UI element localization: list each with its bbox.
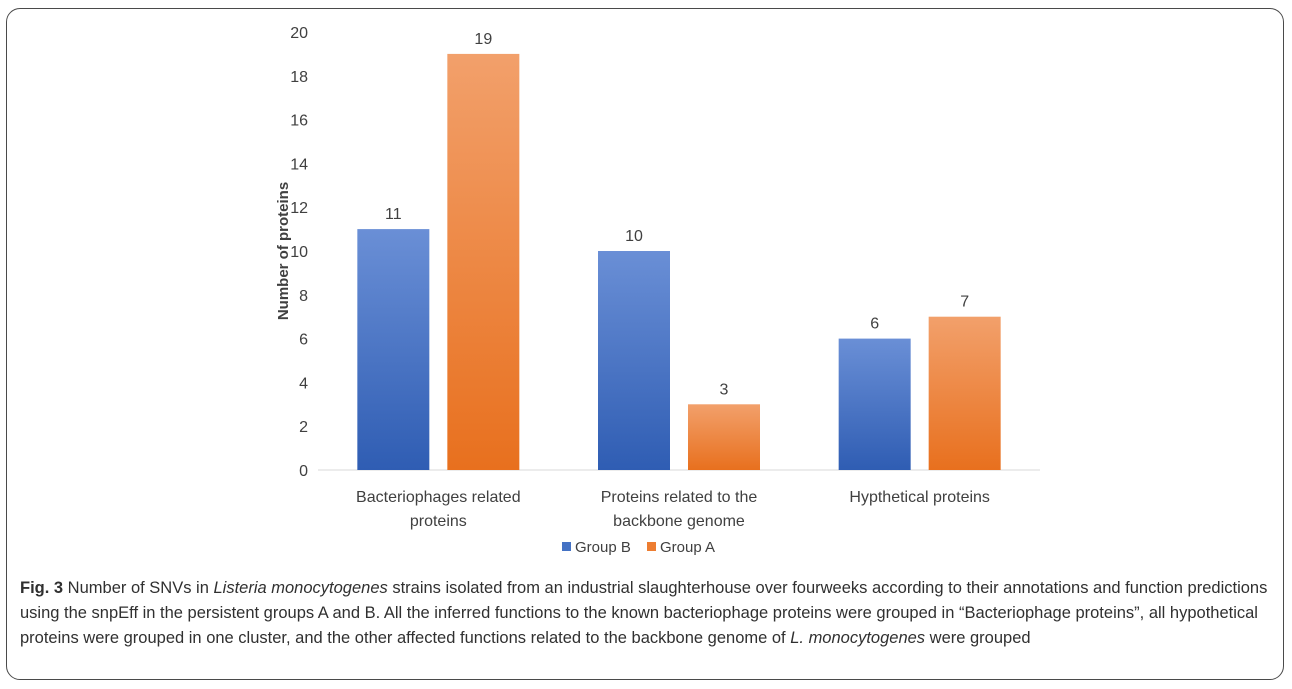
y-tick-label: 2: [299, 419, 308, 436]
legend: Group B Group A: [562, 539, 715, 556]
y-tick-label: 10: [290, 244, 308, 261]
category-labels: Bacteriophages related proteins Proteins r…: [356, 489, 990, 530]
caption-segment: Number of SNVs in: [63, 579, 214, 597]
y-axis-title: Number of proteins: [275, 182, 292, 320]
y-tick-label: 6: [299, 332, 308, 349]
data-labels: 11 19 10 3 6 7: [385, 31, 969, 398]
bar-group-a: [447, 53, 520, 471]
y-tick-label: 4: [299, 375, 308, 392]
figure-caption: Fig. 3 Number of SNVs in Listeria monocy…: [20, 576, 1270, 651]
x-category-label: proteins: [410, 513, 467, 530]
data-label: 7: [960, 294, 969, 311]
figure-label: Fig. 3: [20, 579, 64, 597]
y-axis-ticks: 0 2 4 6 8 10 12 14 16 18 20: [290, 25, 308, 480]
y-tick-label: 20: [290, 25, 308, 42]
bar-group-b: [598, 251, 670, 470]
legend-label: Group A: [660, 539, 715, 556]
y-tick-label: 12: [290, 200, 308, 217]
caption-segment: were grouped: [925, 629, 1031, 647]
x-category-label: Proteins related to the: [601, 489, 758, 506]
figure-frame: [6, 8, 1284, 680]
y-tick-label: 14: [290, 156, 308, 173]
x-category-label: Bacteriophages related: [356, 489, 521, 506]
data-label: 3: [720, 381, 729, 398]
y-tick-label: 8: [299, 288, 308, 305]
legend-swatch-group-b: [562, 542, 571, 551]
y-tick-label: 18: [290, 69, 308, 86]
data-label: 11: [385, 206, 402, 223]
data-label: 19: [474, 31, 492, 48]
legend-label: Group B: [575, 539, 631, 556]
x-category-label: Hypthetical proteins: [849, 489, 990, 506]
bar-group-a: [688, 404, 760, 470]
bars: [357, 53, 1001, 471]
legend-swatch-group-a: [647, 542, 656, 551]
y-tick-label: 0: [299, 463, 308, 480]
bar-group-a: [928, 316, 1001, 470]
caption-italic-term: L. monocytogenes: [790, 629, 926, 647]
caption-italic-term: Listeria monocytogenes: [213, 579, 388, 597]
x-category-label: backbone genome: [613, 513, 745, 530]
data-label: 10: [625, 228, 643, 245]
bar-group-b: [357, 229, 430, 470]
caption-segment: strains isolated from an industrial slau…: [20, 579, 1268, 647]
caption-text: Number of SNVs in Listeria monocytogenes…: [20, 579, 1267, 647]
y-tick-label: 16: [290, 113, 308, 130]
bar-chart: 0 2 4 6 8 10 12 14 16 18 20 11 19 10 3 6 7 Bacteriophag…: [275, 25, 1040, 556]
data-label: 6: [870, 316, 879, 333]
bar-group-b: [838, 338, 911, 470]
